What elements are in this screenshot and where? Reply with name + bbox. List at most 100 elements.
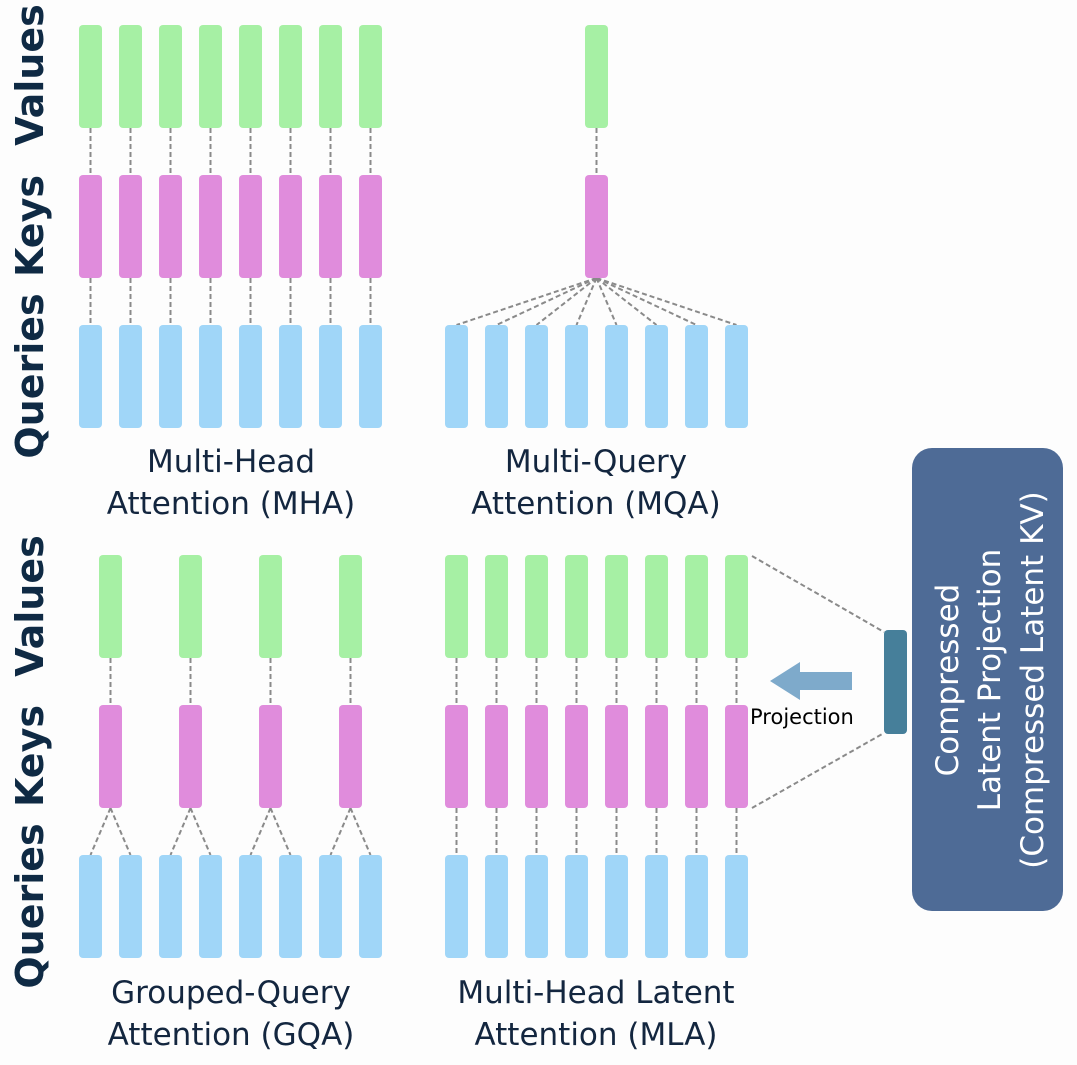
key-head	[445, 705, 468, 808]
row-label-values: Values	[8, 535, 52, 676]
key-head	[339, 705, 362, 808]
query-head	[239, 855, 262, 958]
value-head	[565, 555, 588, 658]
value-head	[119, 25, 142, 128]
key-head	[725, 705, 748, 808]
key-head	[199, 175, 222, 278]
value-head	[585, 25, 608, 128]
key-head	[79, 175, 102, 278]
query-head	[239, 325, 262, 428]
row-label-values: Values	[8, 4, 52, 145]
connector-line	[596, 277, 697, 326]
title-mla-line2: Attention (MLA)	[474, 1017, 717, 1053]
key-head	[645, 705, 668, 808]
key-head	[605, 705, 628, 808]
row-label-keys: Keys	[8, 175, 52, 277]
query-head	[525, 855, 548, 958]
value-head	[525, 555, 548, 658]
connector-line	[456, 277, 597, 326]
connector-line	[535, 277, 598, 326]
value-head	[485, 555, 508, 658]
query-head	[725, 325, 748, 428]
query-head	[605, 325, 628, 428]
query-head	[279, 855, 302, 958]
value-head	[645, 555, 668, 658]
query-head	[445, 325, 468, 428]
query-head	[319, 855, 342, 958]
connector-line	[329, 807, 352, 856]
value-head	[79, 25, 102, 128]
value-head	[179, 555, 202, 658]
key-head	[485, 705, 508, 808]
value-head	[199, 25, 222, 128]
connector-line	[595, 277, 658, 326]
latent-vector-bar	[884, 630, 907, 734]
value-head	[359, 25, 382, 128]
value-head	[259, 555, 282, 658]
title-gqa-line2: Attention (GQA)	[108, 1017, 355, 1053]
key-head	[565, 705, 588, 808]
key-head	[179, 705, 202, 808]
compressed-latent-box	[912, 448, 1063, 911]
connector-line	[575, 277, 598, 326]
title-mla-line1: Multi-Head Latent	[457, 975, 734, 1011]
connector-line	[349, 807, 372, 856]
key-head	[259, 705, 282, 808]
title-mqa-line1: Multi-Query	[505, 444, 687, 480]
row-label-queries: Queries	[8, 293, 52, 458]
key-head	[239, 175, 262, 278]
query-head	[279, 325, 302, 428]
connector-line	[89, 807, 112, 856]
connector-line	[751, 555, 885, 633]
title-mha-line1: Multi-Head	[147, 444, 315, 480]
key-head	[279, 175, 302, 278]
key-head	[99, 705, 122, 808]
value-head	[279, 25, 302, 128]
key-head	[119, 175, 142, 278]
connector-line	[595, 277, 618, 326]
title-mqa-line2: Attention (MQA)	[471, 486, 720, 522]
projection-label: Projection	[750, 705, 854, 729]
connector-line	[596, 277, 737, 326]
value-head	[725, 555, 748, 658]
latent-box-line1: Compressed	[930, 584, 966, 777]
query-head	[445, 855, 468, 958]
connector-line	[189, 807, 212, 856]
key-head	[159, 175, 182, 278]
latent-box-line2: Latent Projection	[972, 549, 1008, 811]
value-head	[605, 555, 628, 658]
query-head	[79, 325, 102, 428]
query-head	[79, 855, 102, 958]
query-head	[119, 325, 142, 428]
value-head	[339, 555, 362, 658]
key-head	[585, 175, 608, 278]
key-head	[685, 705, 708, 808]
query-head	[565, 855, 588, 958]
query-head	[359, 325, 382, 428]
query-head	[645, 325, 668, 428]
key-head	[319, 175, 342, 278]
value-head	[159, 25, 182, 128]
connector-line	[249, 807, 272, 856]
query-head	[605, 855, 628, 958]
query-head	[685, 325, 708, 428]
query-head	[119, 855, 142, 958]
connector-line	[269, 807, 292, 856]
title-mha-line2: Attention (MHA)	[107, 486, 355, 522]
query-head	[485, 855, 508, 958]
query-head	[319, 325, 342, 428]
query-head	[565, 325, 588, 428]
query-head	[485, 325, 508, 428]
value-head	[319, 25, 342, 128]
value-head	[685, 555, 708, 658]
query-head	[199, 325, 222, 428]
connector-line	[109, 807, 132, 856]
query-head	[725, 855, 748, 958]
connector-line	[496, 277, 597, 326]
value-head	[99, 555, 122, 658]
query-head	[645, 855, 668, 958]
connector-line	[751, 732, 885, 809]
key-head	[359, 175, 382, 278]
